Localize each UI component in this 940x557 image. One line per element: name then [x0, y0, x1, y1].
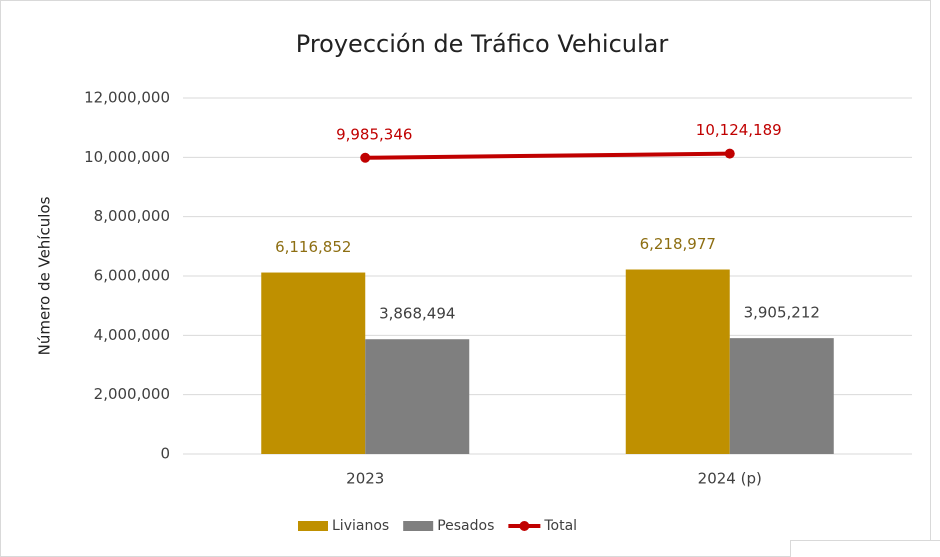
bar — [729, 338, 834, 454]
y-tick-label: 10,000,000 — [84, 148, 170, 166]
data-label: 6,218,977 — [640, 235, 716, 253]
y-tick-label: 12,000,000 — [84, 89, 170, 107]
data-label: 3,868,494 — [379, 305, 455, 323]
legend-label: Livianos — [332, 518, 389, 534]
legend-label: Total — [543, 518, 577, 534]
legend-swatch — [403, 521, 434, 531]
data-label: 3,905,212 — [744, 304, 820, 322]
y-tick-label: 8,000,000 — [94, 207, 170, 225]
y-tick-label: 4,000,000 — [94, 326, 170, 344]
bar — [261, 272, 366, 454]
y-axis-title: Número de Vehículos — [36, 196, 54, 355]
line — [365, 151, 730, 160]
legend-swatch — [519, 521, 530, 531]
line-marker — [360, 152, 371, 163]
bar — [625, 269, 730, 454]
legend-swatch — [298, 521, 328, 531]
y-tick-label: 2,000,000 — [94, 385, 170, 403]
data-label: 10,124,189 — [696, 121, 782, 139]
bar — [365, 339, 470, 454]
x-tick-label: 2024 (p) — [698, 470, 762, 488]
y-tick-label: 6,000,000 — [94, 267, 170, 285]
line-marker — [724, 148, 735, 159]
corner-box — [790, 540, 940, 557]
chart-title: Proyección de Tráfico Vehicular — [296, 30, 669, 58]
y-tick-label: 0 — [160, 445, 170, 463]
data-label: 6,116,852 — [275, 238, 351, 256]
data-label: 9,985,346 — [336, 125, 412, 143]
x-tick-label: 2023 — [346, 470, 384, 488]
legend-label: Pesados — [437, 518, 494, 534]
